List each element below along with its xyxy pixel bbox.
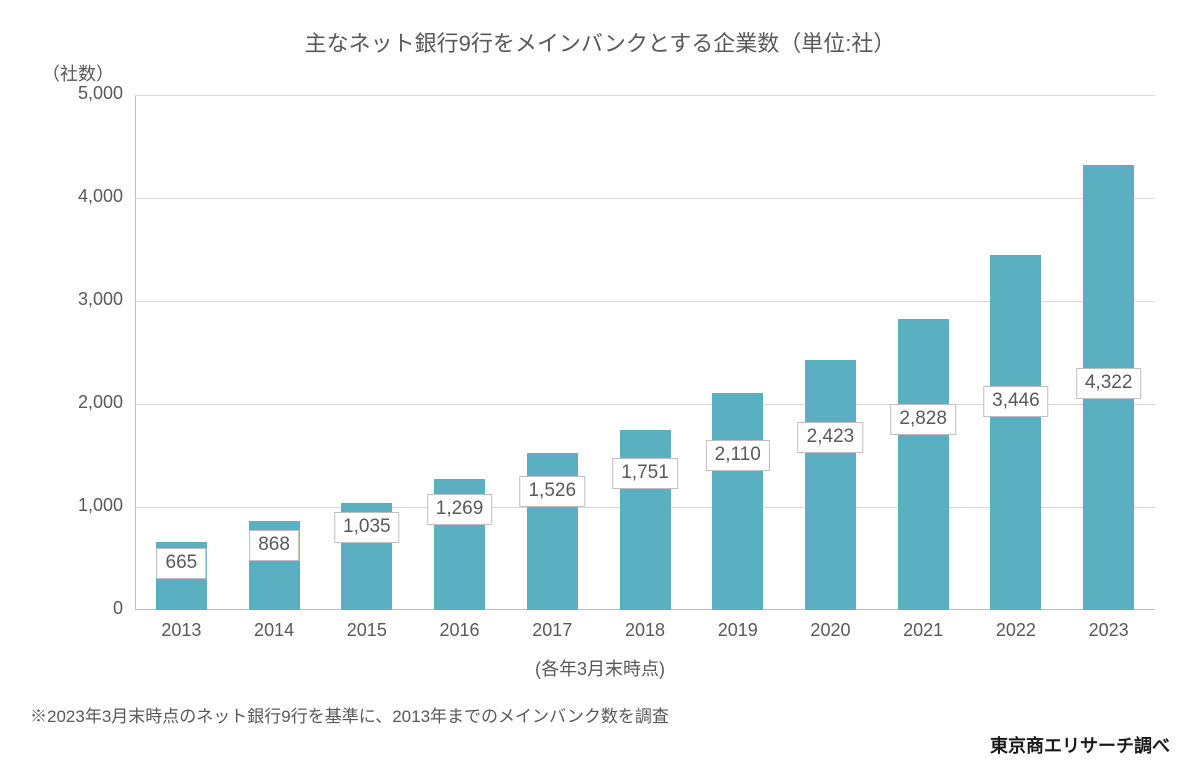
x-tick-label: 2022	[996, 620, 1036, 641]
x-tick-label: 2018	[625, 620, 665, 641]
bar	[898, 319, 949, 610]
chart-plot-area: 01,0002,0003,0004,0005,00066520138682014…	[135, 95, 1155, 610]
x-tick-label: 2015	[347, 620, 387, 641]
x-tick-label: 2014	[254, 620, 294, 641]
page: 主なネット銀行9行をメインバンクとする企業数（単位:社） （社数） 01,000…	[0, 0, 1200, 763]
chart-footnote: ※2023年3月末時点のネット銀行9行を基準に、2013年までのメインバンク数を…	[30, 702, 669, 727]
x-tick-label: 2013	[161, 620, 201, 641]
y-tick-label: 3,000	[78, 289, 123, 310]
data-label: 2,423	[798, 422, 864, 453]
bar	[805, 360, 856, 610]
x-tick-label: 2019	[718, 620, 758, 641]
data-label: 1,035	[334, 512, 400, 543]
data-label: 665	[157, 548, 207, 579]
bar	[990, 255, 1041, 610]
bar	[712, 393, 763, 610]
data-label: 2,110	[706, 440, 770, 471]
y-tick-label: 1,000	[78, 495, 123, 516]
grid-line	[135, 198, 1155, 199]
data-label: 1,269	[427, 494, 493, 525]
data-label: 868	[249, 530, 299, 561]
y-axis-line	[135, 95, 136, 610]
y-tick-label: 0	[113, 598, 123, 619]
data-label: 4,322	[1076, 368, 1142, 399]
x-tick-label: 2023	[1089, 620, 1129, 641]
x-tick-label: 2021	[903, 620, 943, 641]
y-tick-label: 5,000	[78, 83, 123, 104]
x-tick-label: 2020	[810, 620, 850, 641]
chart-source: 東京商エリサーチ調べ	[990, 732, 1170, 758]
y-tick-label: 2,000	[78, 392, 123, 413]
y-tick-label: 4,000	[78, 186, 123, 207]
chart-title: 主なネット銀行9行をメインバンクとする企業数（単位:社）	[0, 26, 1200, 58]
data-label: 3,446	[983, 386, 1049, 417]
x-tick-label: 2017	[532, 620, 572, 641]
x-tick-label: 2016	[440, 620, 480, 641]
data-label: 2,828	[890, 404, 956, 435]
grid-line	[135, 95, 1155, 96]
x-axis-title: (各年3月末時点)	[0, 655, 1200, 681]
bar	[620, 430, 671, 610]
data-label: 1,526	[519, 476, 585, 507]
data-label: 1,751	[612, 458, 678, 489]
